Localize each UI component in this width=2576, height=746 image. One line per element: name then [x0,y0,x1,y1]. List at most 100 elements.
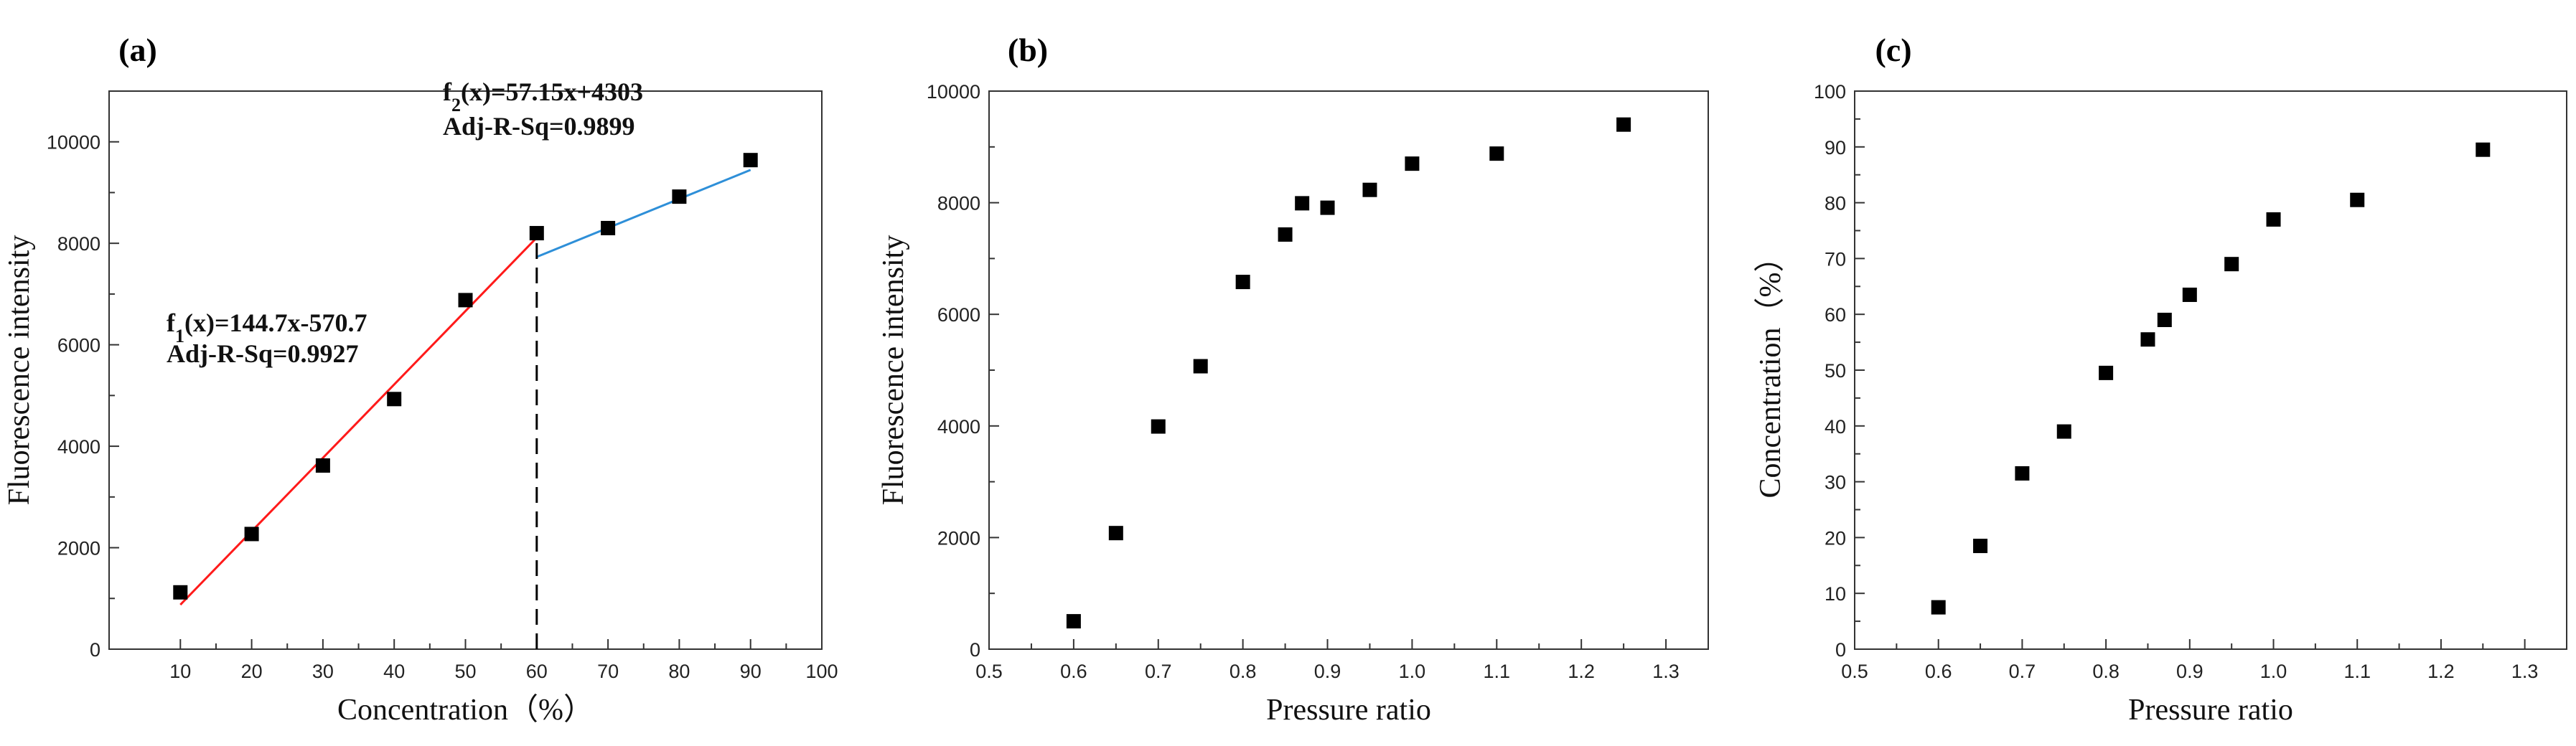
x-tick-label: 0.5 [1841,661,1868,682]
data-point [2157,312,2172,327]
data-point [2476,142,2491,157]
data-point [2266,212,2281,227]
fit-equation-f2: f2(x)=57.15x+4303 [443,77,643,115]
fit-line-f2 [536,169,751,258]
x-tick-label: 80 [668,661,690,682]
data-point [1295,196,1310,211]
y-axis-title: Concentration（%） [1754,242,1787,499]
panel-label: (a) [118,32,157,68]
x-tick-label: 0.5 [975,661,1003,682]
fit-equation-f1: f1(x)=144.7x-570.7 [167,308,367,346]
y-tick-label: 6000 [57,335,100,357]
panel-label: (b) [1008,32,1048,68]
y-tick-label: 6000 [937,304,980,326]
data-point [2224,257,2239,272]
y-tick-label: 50 [1825,360,1846,382]
x-tick-label: 1.3 [2511,661,2539,682]
data-point [387,392,402,407]
y-tick-label: 40 [1825,416,1846,438]
x-tick-label: 0.7 [2009,661,2036,682]
x-tick-label: 1.1 [2343,661,2371,682]
fit-equation-body: (x)=57.15x+4303 [461,77,643,106]
data-point [2140,332,2155,347]
data-point [1362,182,1377,197]
plot-frame [1854,90,2567,650]
x-tick-label: 1.1 [1484,661,1511,682]
data-point [1235,275,1250,290]
x-tick-label: 1.3 [1652,661,1680,682]
y-tick-label: 20 [1825,527,1846,549]
fit-line-f1 [179,237,538,606]
chart-panel-1: 10 20 30 40 50 60 70 80 90 100 0 2000 4000 6000 8000 10… [3,32,838,727]
data-point [315,458,330,473]
x-tick-label: 10 [169,661,191,682]
chart-panel-2: 0.5 0.6 0.7 0.8 0.9 1.0 1.1 1.2 1.3 0 2000 4000 6000… [877,32,1709,727]
y-tick-label: 2000 [937,527,980,549]
y-tick-label: 0 [90,639,100,661]
data-point [672,189,687,204]
y-tick-label: 70 [1825,248,1846,270]
plot-frame [988,90,1709,650]
fit-equation-subscript: 1 [175,326,184,346]
y-tick-label: 4000 [57,436,100,458]
data-point [1278,227,1293,242]
x-tick-label: 0.9 [2176,661,2203,682]
y-tick-label: 100 [1814,81,1846,103]
data-point [2182,287,2197,302]
x-tick-label: 1.2 [1568,661,1595,682]
y-tick-label: 8000 [57,233,100,255]
data-point [2056,424,2071,439]
y-tick-label: 80 [1825,193,1846,214]
x-tick-label: 0.6 [1060,661,1087,682]
data-point [173,585,188,600]
fit-equation-body: (x)=144.7x-570.7 [184,308,367,337]
x-tick-label: 0.8 [2092,661,2120,682]
fit-equation-subscript: 2 [451,95,461,115]
x-tick-label: 60 [526,661,548,682]
x-tick-label: 1.0 [1399,661,1426,682]
plot-frame [108,90,823,650]
fit-r-squared-f1: Adj-R-Sq=0.9927 [167,339,359,368]
data-point [1489,146,1504,161]
y-tick-label: 2000 [57,538,100,560]
y-tick-label: 90 [1825,137,1846,159]
y-tick-label: 0 [1835,639,1846,661]
data-point [1973,539,1988,554]
data-point [1405,156,1420,171]
x-tick-label: 90 [740,661,762,682]
data-point [1108,526,1123,541]
data-point [1616,117,1631,132]
y-tick-label: 4000 [937,416,980,438]
x-tick-label: 0.8 [1230,661,1257,682]
x-axis-title: Pressure ratio [1266,694,1431,727]
data-point [1931,600,1946,615]
data-point [601,220,616,235]
data-point [743,153,758,168]
y-tick-label: 10000 [47,132,100,154]
x-tick-label: 0.9 [1314,661,1341,682]
x-tick-label: 1.2 [2427,661,2455,682]
data-point [1151,419,1166,434]
fit-equation-function: f [443,77,452,106]
x-tick-label: 20 [241,661,263,682]
data-point [2099,365,2114,380]
fit-equation-function: f [167,308,176,337]
x-tick-label: 50 [454,661,476,682]
y-tick-label: 0 [970,639,980,661]
y-tick-label: 10000 [927,81,980,103]
panel-label: (c) [1875,32,1911,68]
data-point [1320,200,1335,215]
data-point [2015,466,2030,481]
y-tick-label: 10 [1825,583,1846,605]
y-axis-title: Fluorescence intensity [877,235,910,506]
data-point [529,226,544,241]
x-tick-label: 0.6 [1925,661,1952,682]
x-axis-title: Concentration（%） [337,694,594,727]
x-tick-label: 30 [312,661,334,682]
data-point [2350,192,2365,207]
y-tick-label: 60 [1825,304,1846,326]
x-axis-title: Pressure ratio [2128,694,2293,727]
y-tick-label: 30 [1825,472,1846,494]
x-tick-label: 0.7 [1145,661,1172,682]
